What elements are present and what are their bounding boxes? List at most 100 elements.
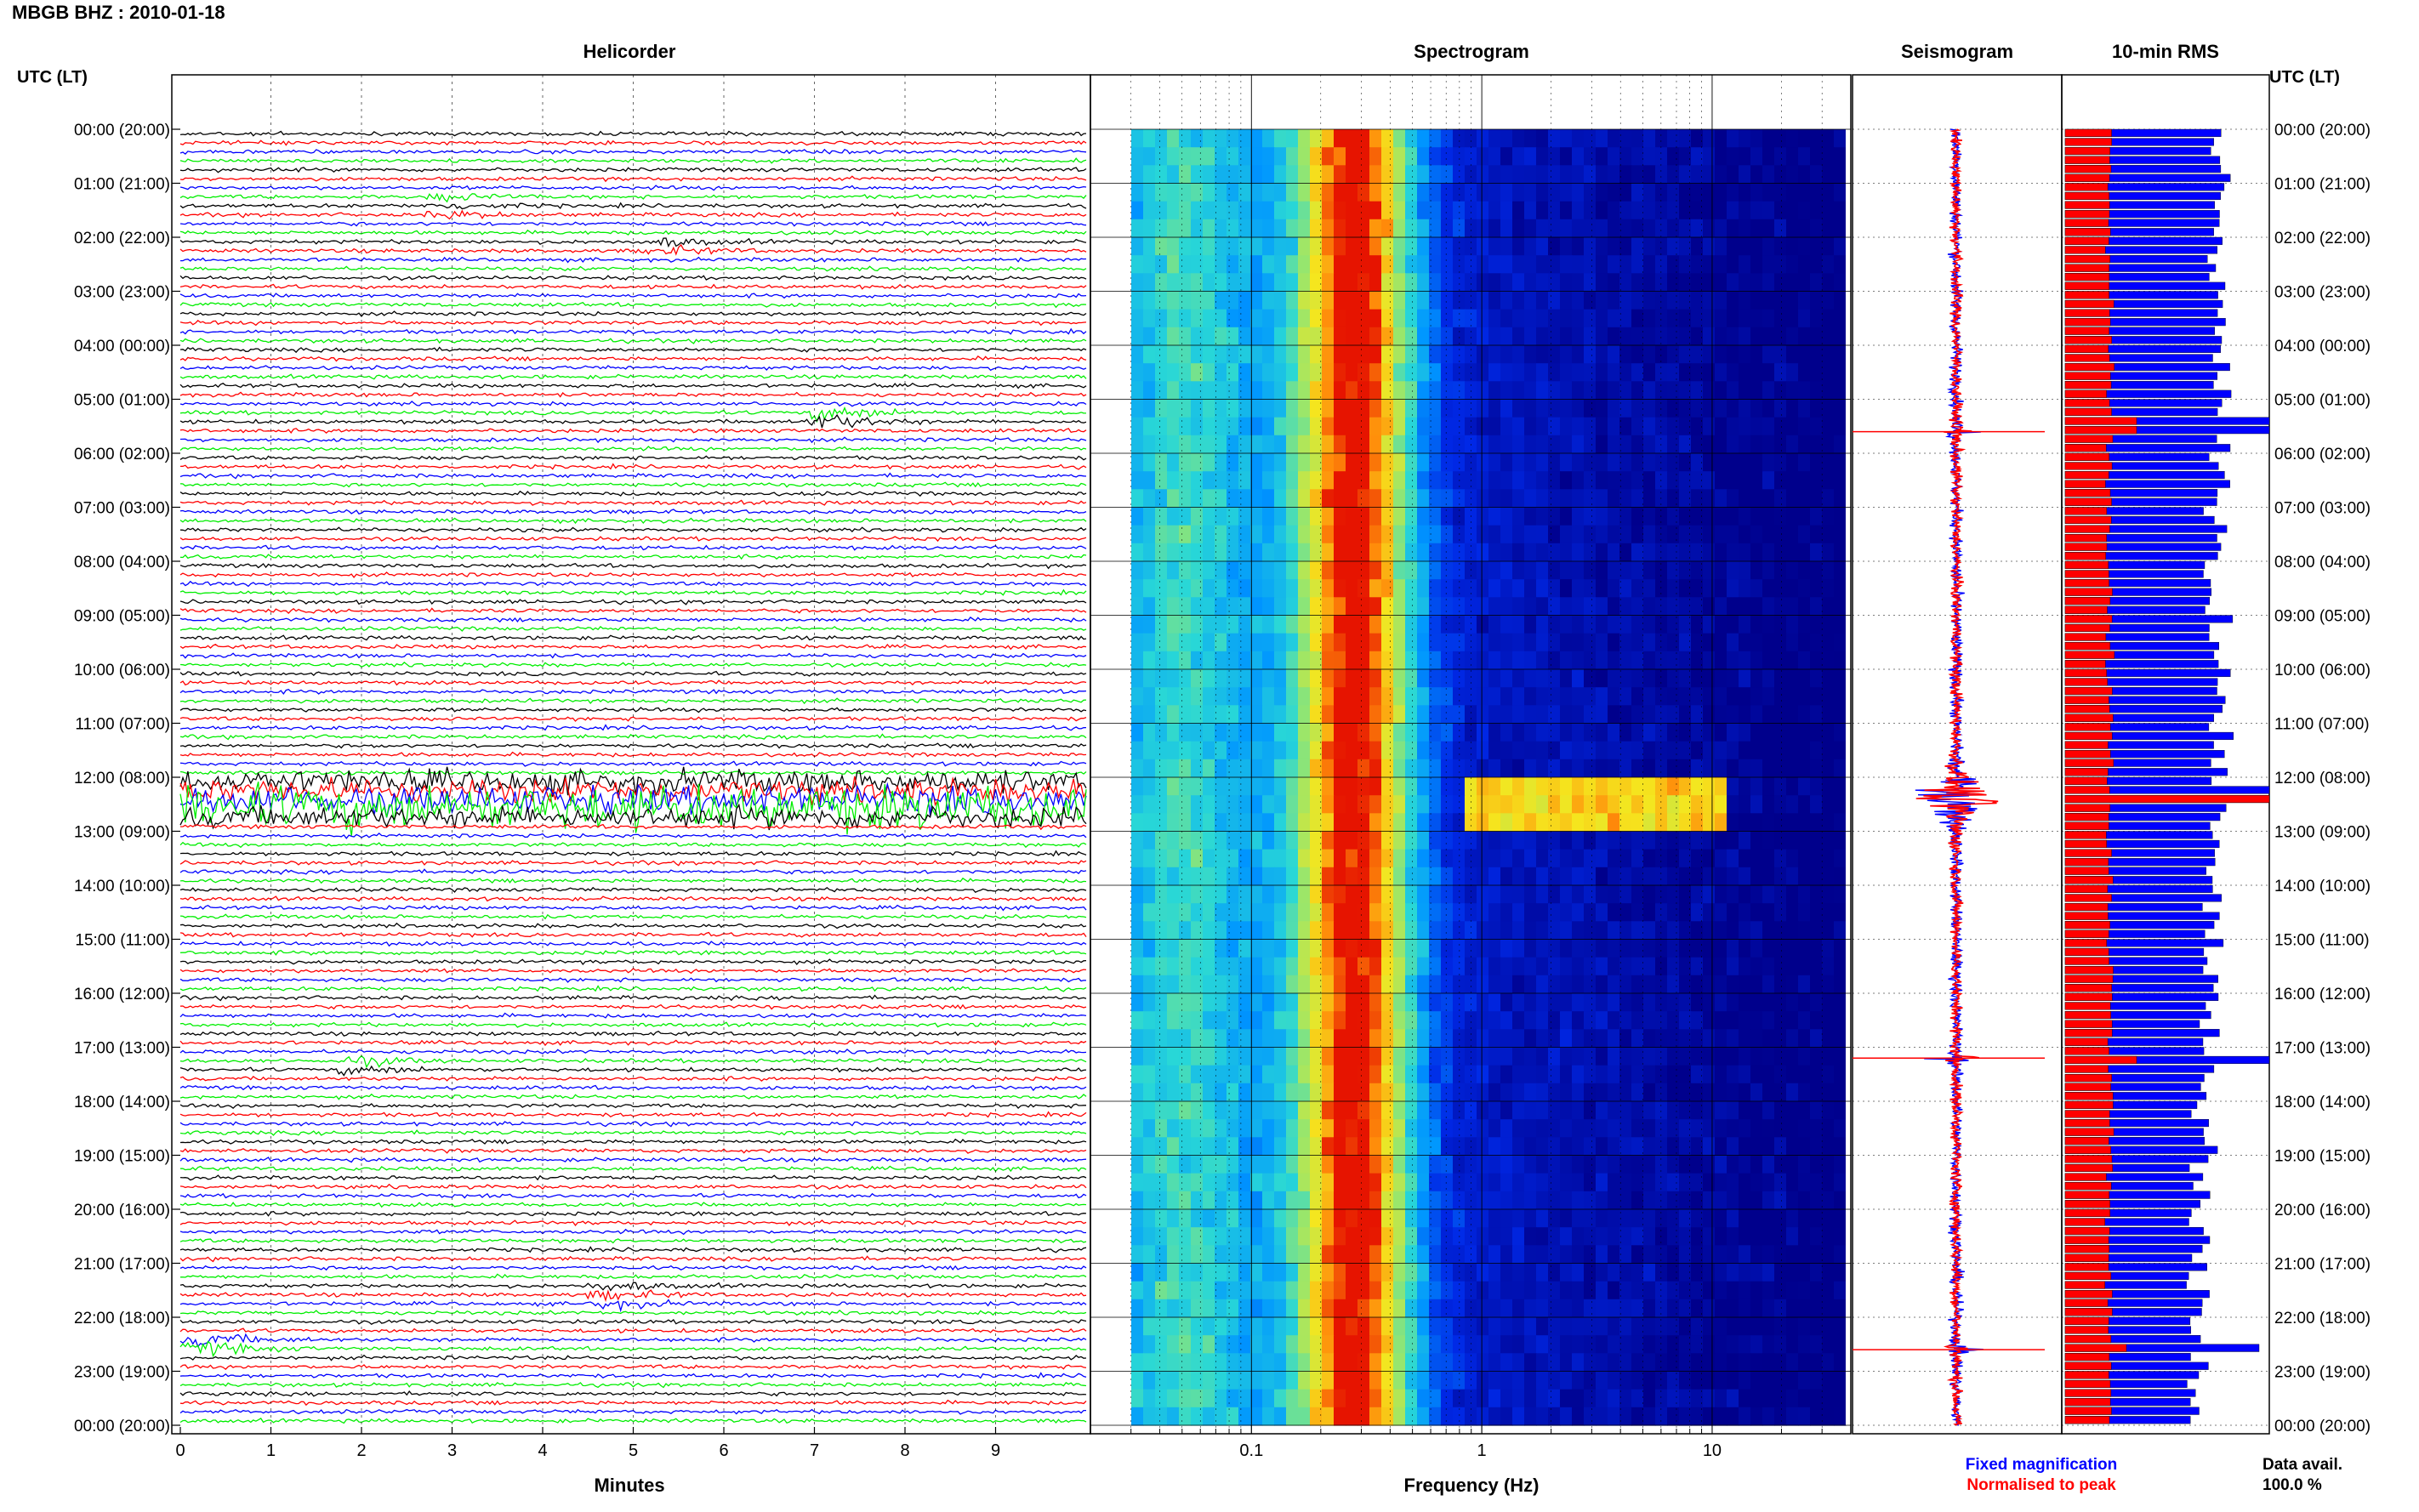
spectrogram-cell [1536,741,1549,760]
spectrogram-cell [1381,147,1394,166]
spectrogram-cell [1512,741,1525,760]
spectrogram-cell [1703,1353,1716,1373]
spectrogram-cell [1215,291,1227,310]
spectrogram-cell [1548,1173,1561,1192]
spectrogram-cell [1203,1173,1215,1192]
helicorder-trace [179,265,1087,272]
spectrogram-cell [1703,1191,1716,1210]
spectrogram-cell [1262,687,1275,706]
spectrogram-cell [1810,1137,1823,1157]
spectrogram-cell [1477,1227,1489,1246]
spectrogram-cell [1417,993,1430,1012]
spectrogram-cell [1203,201,1215,220]
spectrogram-cell [1608,309,1620,328]
spectrogram-row [1131,1119,1847,1138]
spectrogram-cell [1346,183,1358,202]
spectrogram-cell [1822,399,1835,418]
spectrogram-cell [1298,489,1311,509]
spectrogram-cell [1715,1353,1727,1373]
spectrogram-cell [1727,165,1739,185]
spectrogram-cell [1215,237,1227,256]
spectrogram-cell [1191,651,1204,670]
spectrogram-cell [1524,705,1537,725]
spectrogram-cell [1477,1101,1489,1120]
spectrogram-cell [1715,165,1727,185]
spectrogram-cell [1429,759,1442,778]
spectrogram-cell [1203,1119,1215,1138]
spectrogram-cell [1619,435,1632,454]
spectrogram-cell [1524,1119,1537,1138]
spectrogram-cell [1238,759,1251,778]
spectrogram-cell [1524,453,1537,472]
spectrogram-cell [1417,525,1430,544]
spectrogram-cell [1429,687,1442,706]
spectrogram-cell [1405,939,1418,958]
spectrogram-cell [1727,885,1739,904]
spectrogram-cell [1286,291,1299,310]
spectrogram-cell [1500,1227,1513,1246]
spectrogram-cell [1786,363,1799,382]
spectrogram-cell [1667,435,1680,454]
spectrogram-cell [1465,1191,1477,1210]
spectrogram-cell [1572,795,1585,814]
spectrogram-xtick-label: 0.1 [1239,1441,1263,1460]
spectrogram-cell [1298,1083,1311,1102]
spectrogram-cell [1286,1155,1299,1174]
spectrogram-cell [1238,1389,1251,1408]
spectrogram-cell [1381,795,1394,814]
spectrogram-cell [1322,1137,1335,1157]
spectrogram-cell [1643,1029,1656,1049]
spectrogram-cell [1608,561,1620,580]
spectrogram-cell [1619,1191,1632,1210]
spectrogram-cell [1810,327,1823,346]
spectrogram-cell [1429,453,1442,472]
spectrogram-cell [1227,669,1239,688]
spectrogram-cell [1381,255,1394,274]
spectrogram-cell [1250,471,1263,490]
spectrogram-cell [1619,1155,1632,1174]
spectrogram-cell [1727,381,1739,401]
spectrogram-cell [1215,309,1227,328]
helicorder-trace [179,1174,1087,1181]
spectrogram-cell [1691,1083,1704,1102]
spectrogram-cell [1750,507,1763,526]
spectrogram-cell [1548,1227,1561,1246]
spectrogram-cell [1369,1245,1382,1265]
spectrogram-cell [1619,255,1632,274]
spectrogram-cell [1393,1299,1406,1318]
spectrogram-cell [1215,1191,1227,1210]
spectrogram-cell [1631,1155,1644,1174]
spectrogram-cell [1167,543,1180,562]
spectrogram-cell [1286,147,1299,166]
spectrogram-cell [1488,795,1501,814]
spectrogram-cell [1596,669,1608,688]
spectrogram-cell [1500,1335,1513,1354]
spectrogram-cell [1155,1137,1168,1157]
spectrogram-cell [1346,849,1358,868]
spectrogram-row [1131,561,1847,580]
spectrogram-cell [1346,327,1358,346]
spectrogram-cell [1417,633,1430,652]
spectrogram-cell [1143,1209,1156,1228]
spectrogram-cell [1179,1119,1192,1138]
spectrogram-cell [1786,615,1799,634]
spectrogram-cell [1215,777,1227,796]
spectrogram-cell [1143,723,1156,742]
spectrogram-cell [1715,255,1727,274]
spectrogram-cell [1203,1209,1215,1228]
spectrogram-cell [1155,165,1168,185]
rms-bar-normalised [2064,236,2109,245]
spectrogram-cell [1500,381,1513,401]
spectrogram-cell [1167,723,1180,742]
spectrogram-cell [1322,1173,1335,1192]
spectrogram-cell [1608,219,1620,238]
spectrogram-cell [1465,219,1477,238]
spectrogram-cell [1262,615,1275,634]
spectrogram-cell [1631,777,1644,796]
spectrogram-cell [1453,489,1466,509]
spectrogram-cell [1381,921,1394,941]
helicorder-trace [179,941,1087,947]
spectrogram-cell [1131,471,1144,490]
spectrogram-cell [1453,867,1466,886]
spectrogram-cell [1596,255,1608,274]
